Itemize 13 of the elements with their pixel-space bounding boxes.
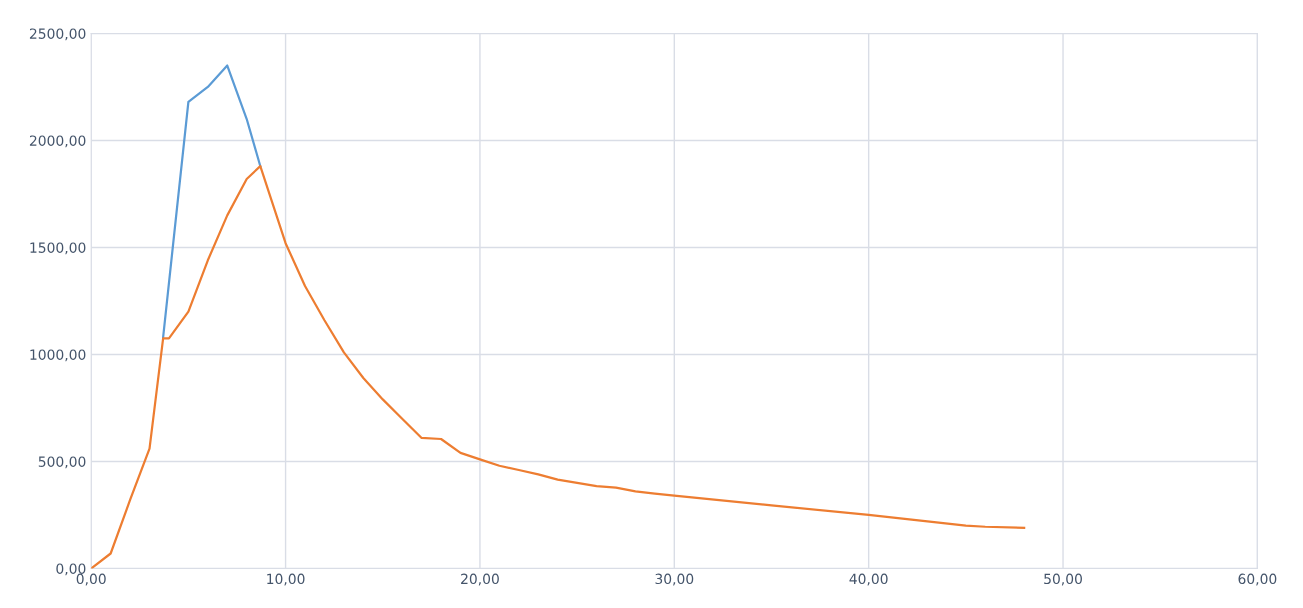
x-tick-label: 50,00 [1044, 573, 1082, 586]
y-tick-label: 1000,00 [30, 349, 86, 362]
line-series [162, 64, 262, 339]
y-tick-label: 1500,00 [30, 242, 86, 255]
x-tick-label: 10,00 [267, 573, 305, 586]
x-tick-label: 20,00 [461, 573, 499, 586]
y-tick-label: 2500,00 [29, 28, 86, 41]
line-series [91, 165, 1026, 569]
y-tick-label: 500,00 [38, 456, 86, 469]
x-tick-label: 60,00 [1238, 573, 1277, 586]
y-tick-label: 2000,00 [29, 135, 86, 148]
x-tick-label: 30,00 [655, 573, 694, 586]
x-tick-label: 40,00 [849, 573, 888, 586]
